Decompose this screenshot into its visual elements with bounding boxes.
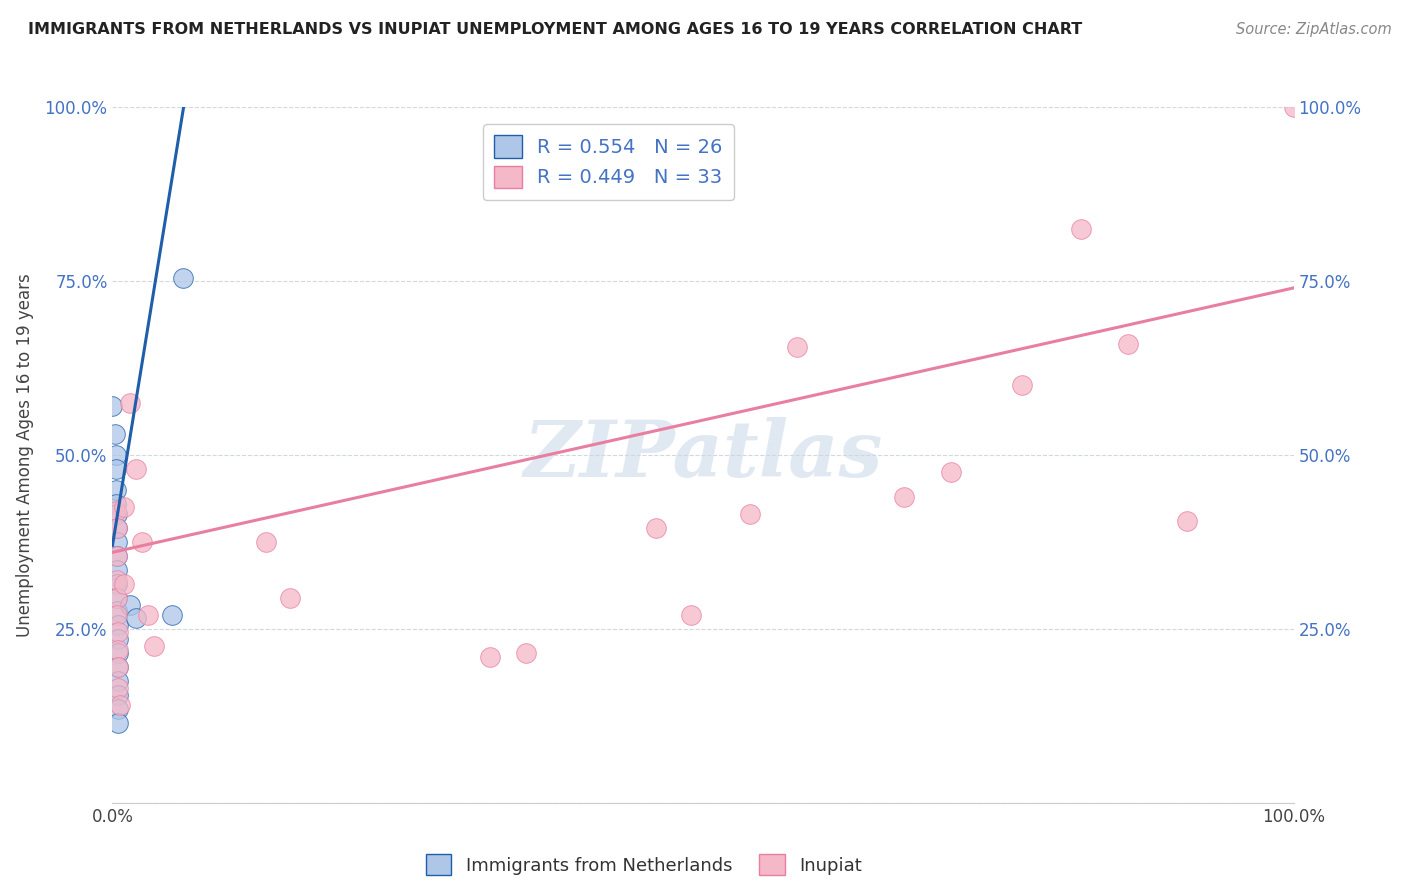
Point — [105, 549, 128, 563]
Point — [254, 535, 277, 549]
Point — [681, 607, 703, 622]
Point — [125, 462, 148, 476]
Point — [1116, 336, 1139, 351]
Point — [105, 497, 128, 511]
Point — [160, 607, 183, 622]
Point — [107, 642, 129, 657]
Point — [1175, 514, 1198, 528]
Point — [107, 625, 129, 640]
Point — [105, 573, 128, 587]
Point — [740, 507, 762, 521]
Text: Source: ZipAtlas.com: Source: ZipAtlas.com — [1236, 22, 1392, 37]
Point — [105, 591, 128, 605]
Point — [105, 535, 128, 549]
Point — [112, 500, 135, 514]
Point — [101, 399, 124, 413]
Point — [105, 448, 128, 462]
Point — [125, 611, 148, 625]
Point — [172, 270, 194, 285]
Point — [1070, 222, 1092, 236]
Point — [1011, 378, 1033, 392]
Point — [105, 576, 128, 591]
Point — [893, 490, 915, 504]
Point — [939, 466, 962, 480]
Point — [107, 688, 129, 702]
Y-axis label: Unemployment Among Ages 16 to 19 years: Unemployment Among Ages 16 to 19 years — [15, 273, 34, 637]
Point — [105, 521, 128, 535]
Point — [105, 607, 128, 622]
Point — [107, 681, 129, 695]
Legend: Immigrants from Netherlands, Inupiat: Immigrants from Netherlands, Inupiat — [418, 846, 870, 884]
Point — [278, 591, 301, 605]
Point — [479, 649, 502, 664]
Point — [105, 507, 128, 521]
Point — [107, 646, 129, 660]
Point — [107, 715, 129, 730]
Text: IMMIGRANTS FROM NETHERLANDS VS INUPIAT UNEMPLOYMENT AMONG AGES 16 TO 19 YEARS CO: IMMIGRANTS FROM NETHERLANDS VS INUPIAT U… — [28, 22, 1083, 37]
Point — [515, 646, 537, 660]
Point — [107, 660, 129, 674]
Point — [105, 591, 128, 605]
Point — [107, 618, 129, 632]
Point — [105, 549, 128, 563]
Point — [104, 427, 127, 442]
Point — [136, 607, 159, 622]
Point — [120, 396, 142, 410]
Point — [107, 632, 129, 647]
Point — [108, 698, 131, 713]
Point — [644, 521, 666, 535]
Point — [105, 521, 128, 535]
Point — [131, 535, 153, 549]
Point — [142, 639, 165, 653]
Point — [112, 576, 135, 591]
Point — [105, 503, 128, 517]
Point — [107, 660, 129, 674]
Point — [105, 483, 128, 497]
Point — [786, 340, 808, 354]
Text: ZIPatlas: ZIPatlas — [523, 417, 883, 493]
Point — [105, 563, 128, 577]
Point — [107, 674, 129, 689]
Point — [107, 702, 129, 716]
Point — [120, 598, 142, 612]
Point — [1282, 100, 1305, 114]
Point — [105, 605, 128, 619]
Point — [105, 462, 128, 476]
